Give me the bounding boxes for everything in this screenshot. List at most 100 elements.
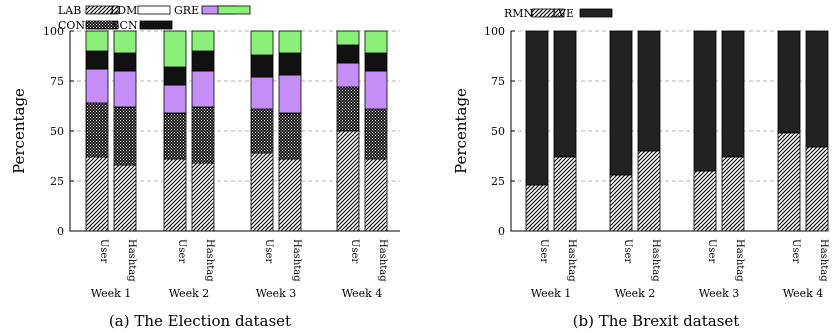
election-x-labels: User Hashtag User Hashtag User Hashtag User Has…: [91, 239, 388, 300]
y-tick-label: 75: [50, 75, 64, 88]
bar-segment-series-5: [191, 50, 215, 72]
bar-segment-series-5: [336, 44, 360, 64]
bar-segment-con: [85, 102, 109, 158]
bar-segment-lab: [113, 164, 137, 232]
bar-segment-con: [364, 108, 388, 160]
bar-segment-series-6: [250, 30, 274, 56]
bar-segment-rmn: [777, 132, 801, 232]
bar-segment-series-5: [278, 52, 302, 76]
election-bars: [85, 30, 388, 232]
bar-segment-series-5: [250, 54, 274, 78]
bar-segment-con: [278, 112, 302, 160]
bar-label: User: [176, 239, 187, 263]
bar-segment-gre: [113, 70, 137, 108]
y-tick-label: 50: [50, 125, 64, 138]
legend-swatch: [139, 20, 173, 30]
bar-label: User: [263, 239, 274, 263]
bar-segment-series-5: [364, 52, 388, 72]
bar-label: User: [706, 239, 717, 263]
bar-segment-lab: [250, 152, 274, 232]
bar-segment-series-6: [278, 30, 302, 54]
group-label: Week 1: [531, 287, 572, 300]
group-label: Week 3: [699, 287, 740, 300]
y-tick-label: 25: [491, 175, 505, 188]
y-tick-label: 100: [43, 25, 64, 38]
bar-segment-gre: [163, 84, 187, 114]
bar-segment-lve: [693, 30, 717, 172]
bar-segment-series-5: [113, 52, 137, 72]
bar-label: Hashtag: [291, 239, 302, 282]
bar-segment-series-6: [191, 30, 215, 52]
bar-segment-rmn: [609, 174, 633, 232]
bar-label: Hashtag: [126, 239, 137, 282]
brexit-bars: [525, 30, 829, 232]
bar-segment-series-5: [85, 50, 109, 70]
election-caption: (a) The Election dataset: [109, 312, 291, 330]
bar-label: User: [622, 239, 633, 263]
legend-label: SCN: [112, 19, 138, 32]
bar-segment-con: [191, 106, 215, 164]
group-label: Week 2: [615, 287, 656, 300]
bar-segment-con: [113, 106, 137, 166]
bar-label: Hashtag: [650, 239, 661, 282]
bar-segment-gre: [336, 62, 360, 88]
bar-label: Hashtag: [818, 239, 829, 282]
legend-label: GRE: [174, 4, 199, 17]
legend-swatch: [579, 8, 613, 18]
bar-segment-gre: [250, 76, 274, 110]
group-label: Week 4: [783, 287, 824, 300]
bar-segment-con: [336, 86, 360, 132]
bar-segment-lve: [525, 30, 549, 186]
group-label: Week 4: [342, 287, 383, 300]
group-label: Week 1: [91, 287, 132, 300]
legend-label: LVE: [552, 7, 574, 20]
brexit-legend: RMN LVE: [504, 7, 613, 20]
bar-segment-lab: [191, 162, 215, 232]
bar-segment-series-6: [336, 30, 360, 46]
group-label: Week 2: [169, 287, 210, 300]
election-y-ticks: 0 25 50 75 100: [43, 25, 74, 238]
bar-segment-gre: [191, 70, 215, 108]
bar-segment-lab: [163, 158, 187, 232]
bar-segment-rmn: [637, 150, 661, 232]
bar-segment-rmn: [525, 184, 549, 232]
bar-label: Hashtag: [734, 239, 745, 282]
bar-segment-lve: [609, 30, 633, 176]
bar-segment-lab: [364, 158, 388, 232]
bar-segment-con: [250, 108, 274, 154]
legend-swatch: [217, 5, 251, 15]
y-tick-label: 0: [57, 225, 64, 238]
bar-segment-lve: [777, 30, 801, 134]
bar-segment-lve: [637, 30, 661, 152]
legend-label: CON: [58, 19, 85, 32]
y-tick-label: 0: [498, 225, 505, 238]
bar-label: User: [98, 239, 109, 263]
legend-label: LAB: [58, 4, 81, 17]
y-tick-label: 50: [491, 125, 505, 138]
bar-label: Hashtag: [377, 239, 388, 282]
bar-segment-rmn: [693, 170, 717, 232]
bar-segment-lve: [805, 30, 829, 148]
bar-label: Hashtag: [566, 239, 577, 282]
brexit-caption: (b) The Brexit dataset: [573, 312, 740, 330]
bar-segment-series-6: [364, 30, 388, 54]
bar-segment-lab: [336, 130, 360, 232]
bar-label: User: [538, 239, 549, 263]
bar-segment-series-6: [85, 30, 109, 52]
election-legend: LAB LDM GRE CON SCN: [58, 4, 251, 32]
bar-label: User: [790, 239, 801, 263]
brexit-y-ticks: 0 25 50 75 100: [484, 25, 515, 238]
legend-swatch: [85, 20, 119, 30]
bar-segment-rmn: [721, 156, 745, 232]
brexit-x-labels: User Hashtag User Hashtag User Hashtag User Has…: [531, 239, 829, 300]
bar-segment-lab: [85, 156, 109, 232]
group-label: Week 3: [256, 287, 297, 300]
election-y-axis-label: Percentage: [10, 88, 28, 174]
bar-segment-lve: [721, 30, 745, 158]
bar-segment-con: [163, 112, 187, 160]
bar-segment-rmn: [553, 156, 577, 232]
brexit-chart: 0 25 50 75 100 User Hashtag User Hashtag User Has…: [452, 7, 829, 330]
bar-segment-series-6: [113, 30, 137, 54]
brexit-y-axis-label: Percentage: [452, 88, 470, 174]
